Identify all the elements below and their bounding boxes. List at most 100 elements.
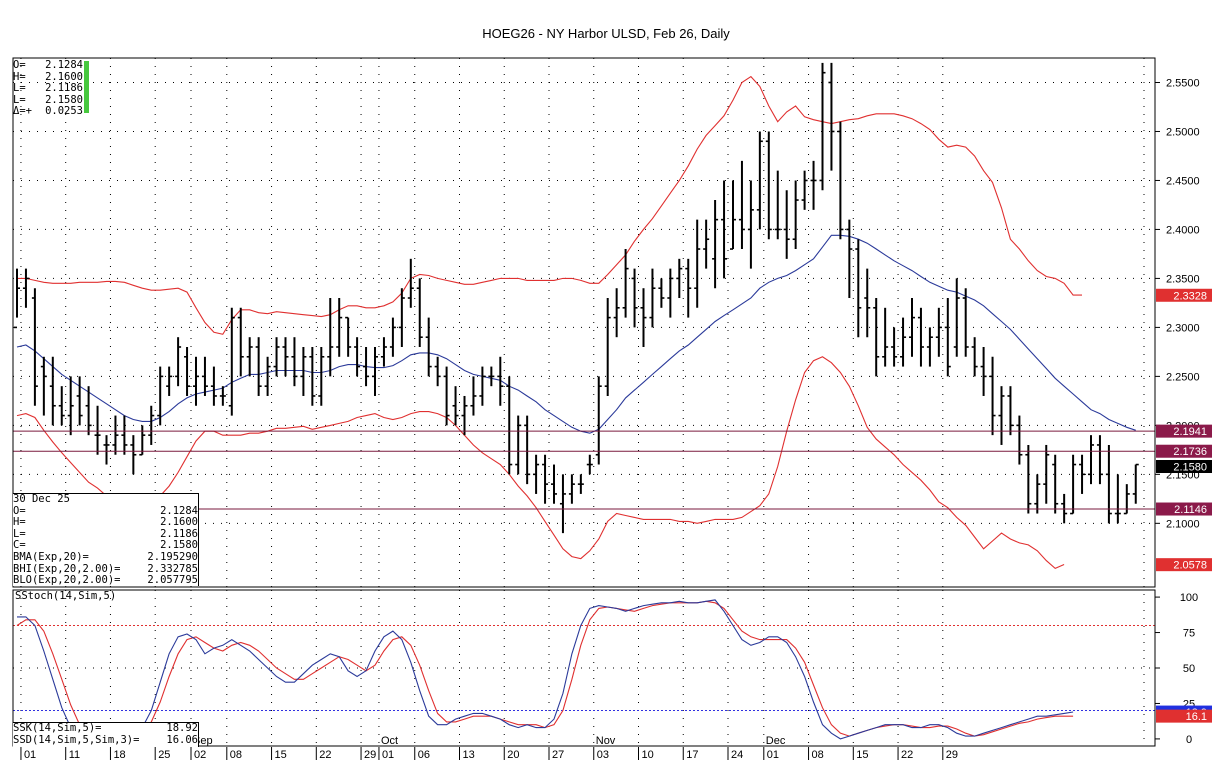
ohlc-bar [398,288,405,347]
date-label: 01 [382,749,394,761]
price-tick-label: 2.5500 [1166,77,1200,89]
ohlc-bar [667,268,674,318]
price-flag-label: 2.1736 [1173,446,1207,458]
price-flag-label: 2.1941 [1173,426,1207,438]
chart-title: HOEG26 - NY Harbor ULSD, Feb 26, Daily [482,26,730,41]
ohlc-bar [891,327,898,367]
data-window-row: H= 2.1600 [13,516,198,529]
ohlc-bar [1025,444,1032,514]
price-panel-frame [12,57,1156,588]
horizontal-lines-layer [13,430,1155,510]
stoch-tick-label: 100 [1180,592,1198,604]
ohlc-bar [318,346,325,406]
ohlc-bar [926,327,933,367]
ohlc-bar [363,346,370,387]
ohlc-bar [139,425,146,456]
ohlc-bar [58,386,65,426]
data-window-row: O= 2.1284 [13,504,198,517]
ohlc-bar [873,298,880,377]
price-tick-label: 2.1000 [1166,518,1200,530]
date-label: 29 [946,749,958,761]
data-window-row: BHI(Exp,20,2.00)= 2.332785 [13,562,198,575]
ohlc-bar [246,337,253,377]
ohlc-bar [694,219,701,308]
ohlc-bar [828,62,835,171]
date-label: 22 [319,749,331,761]
ohlc-bar [1034,474,1041,514]
date-label: 17 [686,749,698,761]
ohlc-bar [882,307,889,367]
ohlc-bar [998,386,1005,445]
date-label: 01 [767,749,779,761]
date-label: 15 [275,749,287,761]
ohlc-bar [94,405,101,455]
ohlc-bar [542,454,549,504]
ohlc-row: L= 2.1186 [13,82,83,95]
ohlc-bar [846,219,853,299]
ohlc-bar [219,386,226,406]
price-flag-box [1156,288,1212,302]
ohlc-bar [228,307,235,416]
data-window-row: BMA(Exp,20)= 2.195290 [13,550,198,563]
price-flag-label: 2.1580 [1173,462,1207,474]
ohlc-bar [1096,435,1103,485]
ohlc-bar [416,278,423,347]
grid-layer [13,58,1155,746]
price-tick-label: 2.3500 [1166,273,1200,285]
ohlc-bar [586,454,593,475]
ohlc-row: L= 2.1580 [13,93,83,106]
ohlc-bar [909,298,915,357]
ohlc-bar [971,337,978,377]
ohlc-bar [1105,444,1112,524]
stoch-data-window: SSK(14,Sim,5)= 18.92 SSD(14,Sim,5,Sim,3)=… [13,722,199,747]
ohlc-bar [309,346,316,406]
ohlc-bar [14,268,20,329]
price-axis-layer: 2.10002.15002.20002.25002.30002.35002.40… [1155,77,1200,746]
ohlc-bar [783,190,790,259]
ohlc-bar [756,131,763,230]
ohlc-bar [193,356,199,406]
date-label: 08 [230,749,242,761]
ohlc-bar [864,268,871,338]
date-label: 24 [731,749,743,761]
price-flag-label: 2.3328 [1173,290,1207,302]
ohlc-bar [980,346,987,396]
ohlc-bar [389,317,396,357]
ohlc-bar [85,386,92,436]
frame-layer [12,57,1156,747]
ohlc-bar [49,356,56,426]
price-tick-label: 2.5000 [1166,126,1200,138]
date-label: 18 [113,749,125,761]
stochastic-layer [13,599,1155,740]
ohlc-bar [738,160,745,250]
month-label: Dec [766,735,786,747]
ohlc-bar [622,249,629,318]
stoch-row: SSK(14,Sim,5)= 18.92 [13,722,198,734]
date-label: 03 [597,749,609,761]
ohlc-bar [604,298,611,396]
ohlc-bar [497,356,504,406]
price-flag-label: 2.0578 [1173,560,1207,572]
price-tick-label: 2.3000 [1166,322,1200,334]
ohlc-bar [157,366,164,426]
ohlc-bar [22,268,29,308]
ohlc-bar [1079,454,1086,494]
ohlc-bar [774,170,781,240]
ohlc-bar [237,307,244,377]
month-label: Oct [381,735,398,747]
ohlc-summary: O= 2.1284 H= 2.1600 L= 2.1186 L= 2.1580 Δ=+ 0… [13,59,83,117]
ohlc-bar [130,435,137,475]
price-flag-box [1156,502,1212,516]
ohlc-bar [166,366,173,396]
date-label: 10 [642,749,654,761]
ohlc-bar [792,180,799,250]
ohlc-bar [407,258,414,308]
ohlc-bar [300,346,307,396]
price-flag-label: 2.1146 [1174,504,1207,516]
stoch-panel-title: SStoch(14,Sim,5) [15,590,117,602]
price-flag-box [1156,460,1212,474]
price-tick-label: 2.4000 [1166,224,1200,236]
ohlc-bar [551,464,557,504]
ohlc-bar [31,288,38,406]
